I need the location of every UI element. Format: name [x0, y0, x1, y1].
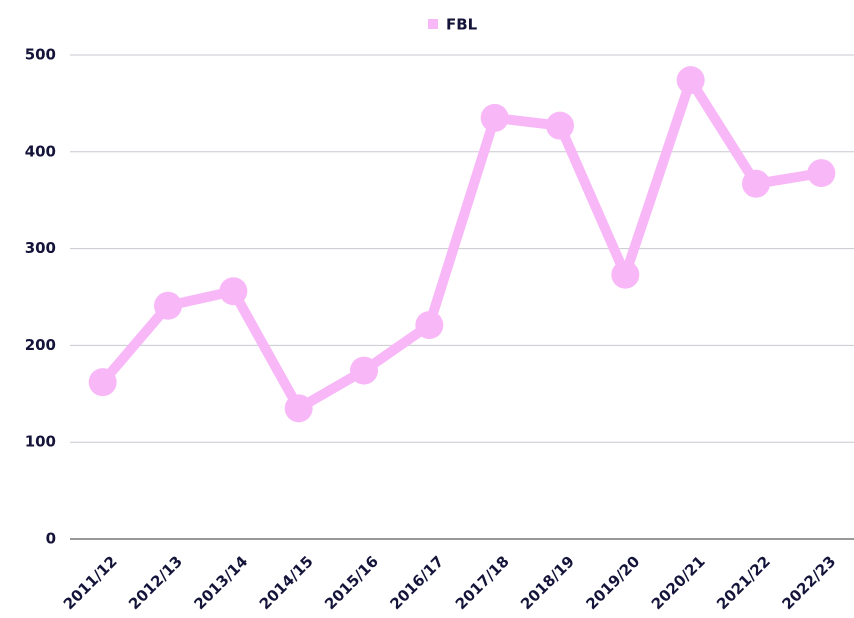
marker: [219, 277, 248, 306]
y-tick-label: 0: [46, 530, 56, 548]
x-tick-label: 2022/23: [778, 552, 839, 613]
x-tick-label: 2018/19: [517, 552, 578, 613]
y-tick-label: 300: [25, 239, 56, 257]
x-tick-label: 2019/20: [582, 552, 643, 613]
x-tick-label: 2016/17: [386, 552, 447, 613]
y-tick-label: 500: [25, 46, 56, 64]
marker: [807, 159, 836, 188]
marker: [88, 368, 117, 397]
x-tick-label: 2021/22: [713, 552, 774, 613]
marker: [742, 169, 770, 198]
marker: [480, 103, 509, 132]
marker: [154, 291, 182, 320]
marker: [546, 111, 574, 140]
y-tick-label: 200: [25, 336, 56, 354]
marker: [676, 66, 705, 95]
legend-marker: [428, 19, 438, 29]
marker: [284, 394, 313, 423]
marker: [415, 311, 444, 340]
y-tick-label: 100: [25, 433, 56, 451]
x-tick-label: 2011/12: [60, 552, 121, 613]
x-tick-label: 2020/21: [648, 552, 709, 613]
y-tick-label: 400: [25, 142, 56, 160]
x-tick-label: 2013/14: [190, 552, 251, 613]
x-tick-label: 2014/15: [256, 552, 317, 613]
line: [98, 75, 823, 414]
x-tick-label: 2017/18: [452, 552, 513, 613]
marker: [350, 356, 378, 385]
x-tick-label: 2015/16: [321, 552, 382, 613]
legend-label: FBL: [446, 16, 478, 34]
marker: [611, 260, 640, 289]
x-tick-label: 2012/13: [125, 552, 186, 613]
